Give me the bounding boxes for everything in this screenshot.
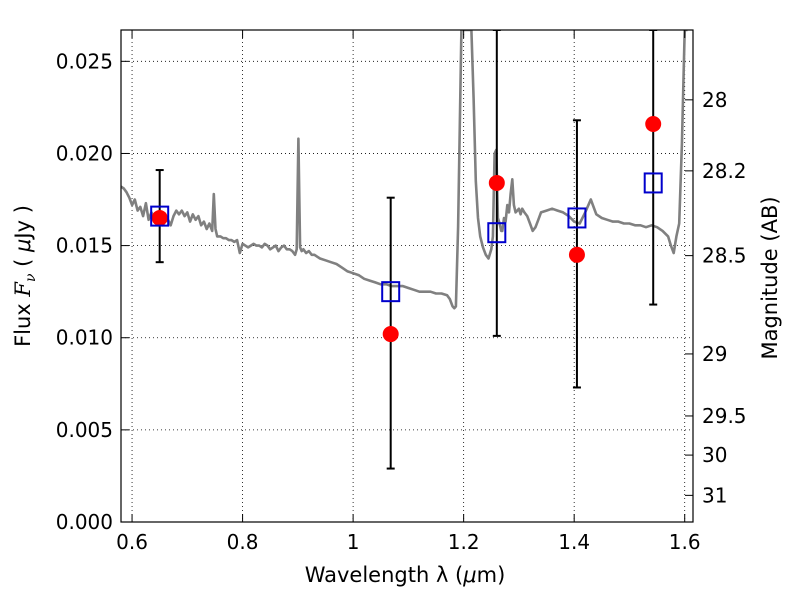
model-spectrum-layer (121, 30, 688, 310)
y-tick-label: 0.010 (56, 326, 113, 350)
observed-point (645, 115, 662, 132)
x-tick-label: 1.2 (448, 530, 480, 554)
y-tick-label: 0.020 (56, 141, 113, 165)
mag-tick-label: 29.5 (702, 404, 747, 428)
observed-points (151, 115, 662, 343)
plot-frame (120, 29, 694, 523)
model-photometry-point (643, 172, 663, 194)
model-photometry-point (150, 205, 170, 227)
model-photometry-point (567, 207, 587, 229)
mag-tick-label: 28.2 (702, 159, 747, 183)
axis-ticks: 0.6 0.8 1 1.2 1.4 1.6 0.000 0.005 0.010 0.015 0.02… (56, 30, 747, 554)
y-tick-label: 0.005 (56, 418, 113, 442)
y2-axis-title: Magnitude (AB) (758, 196, 782, 359)
observed-point (488, 174, 505, 191)
model-photometry-point (487, 222, 507, 244)
y-tick-label: 0.015 (56, 234, 113, 258)
y-axis-title: Flux Fν ( μJy ) (11, 205, 39, 347)
observed-point (151, 209, 168, 226)
x-tick-label: 1.4 (558, 530, 590, 554)
model-spectrum-line (121, 30, 688, 310)
observed-point (382, 326, 399, 343)
model-photometry-points (150, 172, 663, 303)
plot-area (121, 30, 693, 522)
y-tick-label: 0.025 (56, 49, 113, 73)
mag-tick-label: 28.5 (702, 244, 747, 268)
mag-tick-label: 30 (702, 443, 727, 467)
y-tick-label: 0.000 (56, 510, 113, 534)
observed-point (568, 246, 585, 263)
mag-tick-label: 31 (702, 483, 727, 507)
x-tick-label: 1.6 (669, 530, 701, 554)
x-tick-label: 0.8 (227, 530, 259, 554)
x-tick-label: 1 (347, 530, 360, 554)
model-photometry-point (381, 281, 401, 303)
mag-tick-label: 28 (702, 88, 727, 112)
x-axis-title: Wavelength λ (μm) (305, 563, 506, 587)
mag-tick-label: 29 (702, 342, 727, 366)
x-tick-label: 0.6 (116, 530, 148, 554)
